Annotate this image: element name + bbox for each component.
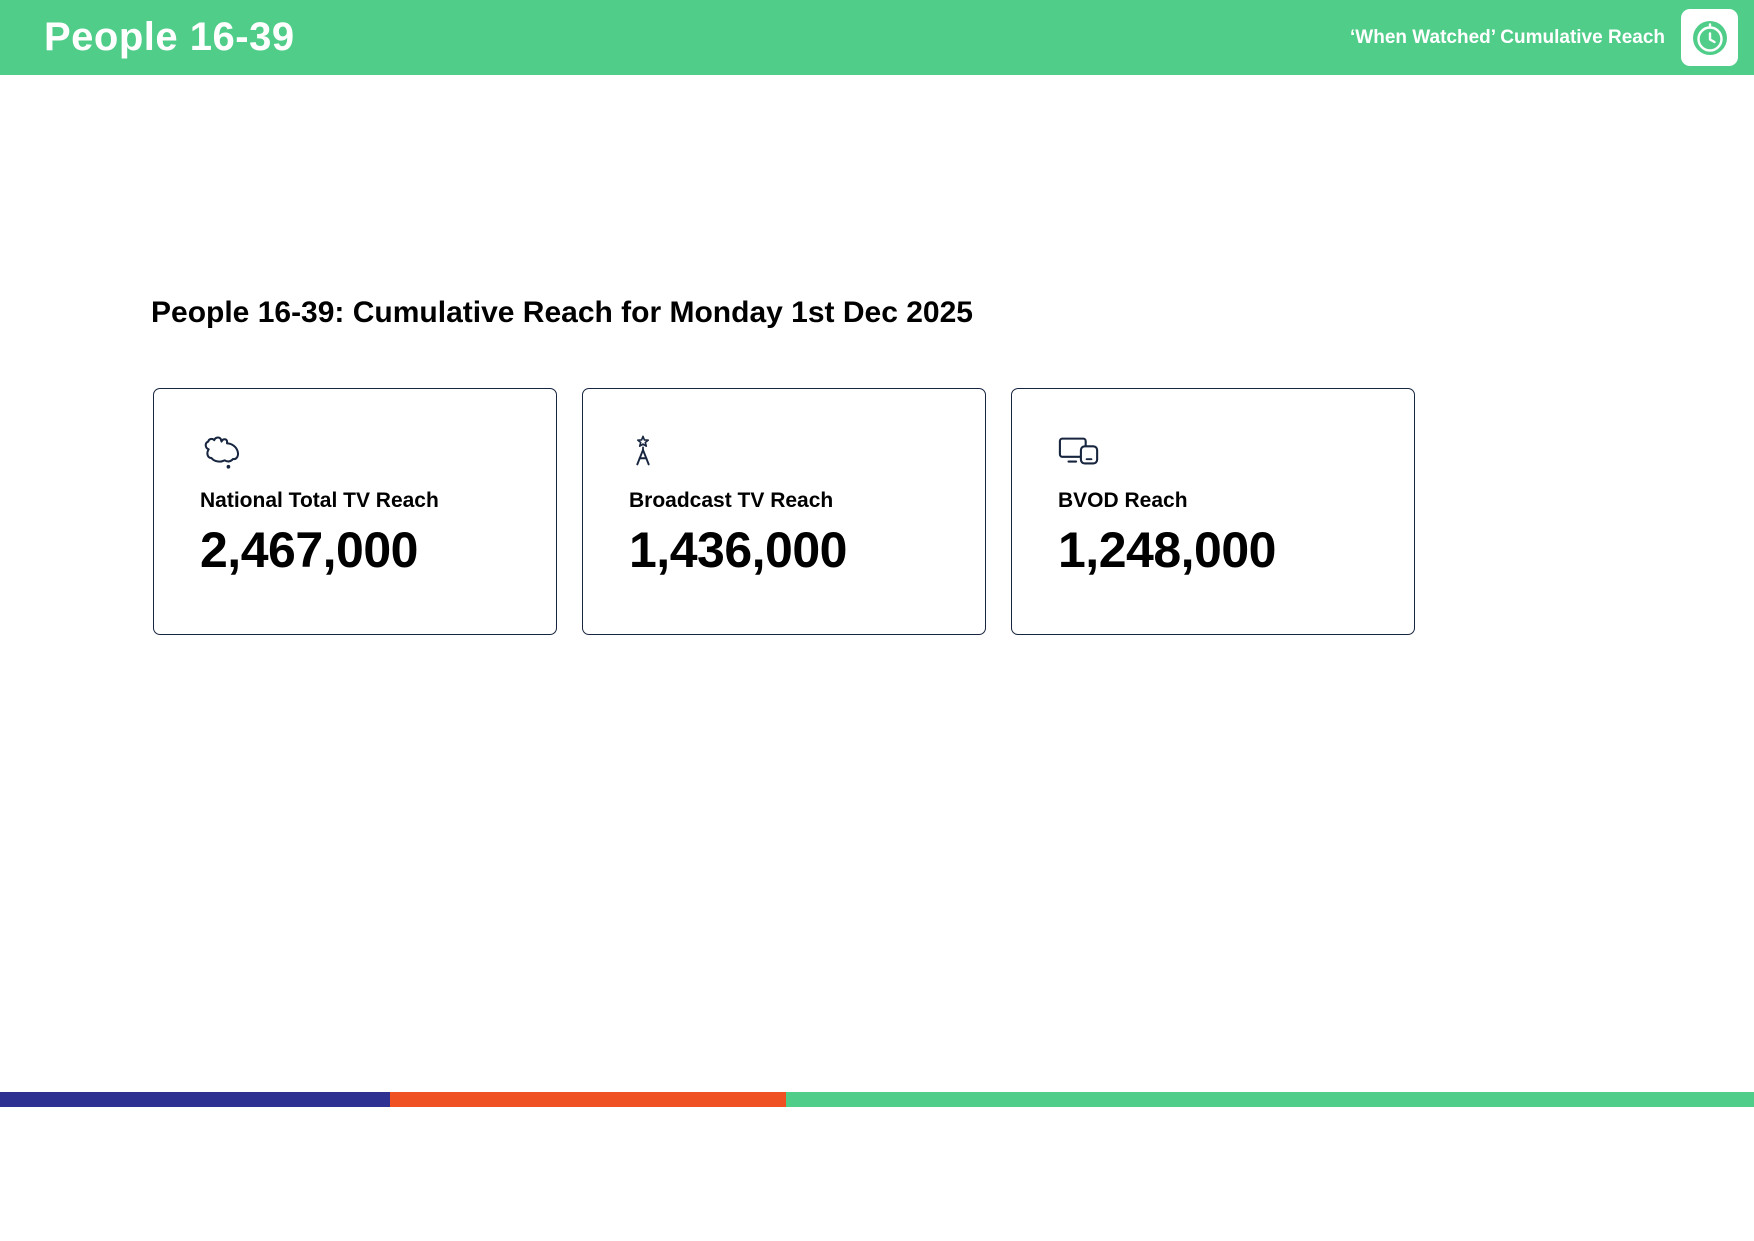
page-title: People 16-39 [44, 15, 295, 59]
metric-value: 2,467,000 [200, 522, 418, 578]
metric-value: 1,436,000 [629, 522, 847, 578]
header-subtitle: ‘When Watched’ Cumulative Reach [1350, 26, 1665, 48]
section-heading: People 16-39: Cumulative Reach for Monda… [151, 296, 973, 329]
header-bar: People 16-39 ‘When Watched’ Cumulative R… [0, 0, 1754, 75]
metric-card-broadcast-tv: Broadcast TV Reach 1,436,000 [582, 388, 986, 635]
metric-label: National Total TV Reach [200, 489, 439, 512]
footer-segment-blue [0, 1092, 391, 1107]
broadcast-tower-icon [629, 433, 957, 475]
metric-label: Broadcast TV Reach [629, 489, 834, 512]
metric-value: 1,248,000 [1058, 522, 1276, 578]
header-right-group: ‘When Watched’ Cumulative Reach [1350, 9, 1738, 66]
footer-segment-green [785, 1092, 1754, 1107]
australia-map-icon [200, 433, 528, 475]
footer-color-bar [0, 1092, 1754, 1107]
dual-screens-icon [1058, 433, 1386, 475]
metric-label: BVOD Reach [1058, 489, 1188, 512]
footer-segment-orange [390, 1092, 786, 1107]
metric-card-bvod: BVOD Reach 1,248,000 [1011, 388, 1415, 635]
metric-cards-row: National Total TV Reach 2,467,000 Broadc… [153, 388, 1415, 635]
stopwatch-icon [1681, 9, 1738, 66]
metric-card-national-total-tv: National Total TV Reach 2,467,000 [153, 388, 557, 635]
